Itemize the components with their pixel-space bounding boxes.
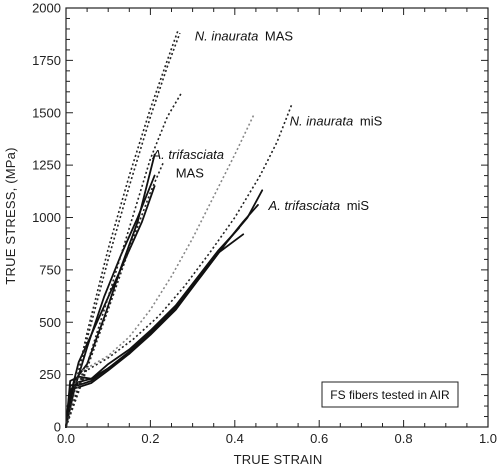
series-lines [65,30,293,428]
solid-curve-2 [65,185,156,428]
solid-curve-6 [65,227,240,428]
y-tick-label: 2000 [32,1,61,16]
axis-ticks [65,7,489,428]
dotted-curve-12 [65,104,293,428]
curve-annotation: A. trifasciata miS [268,198,370,213]
dotted-curve-7 [65,30,179,428]
x-axis-title: TRUE STRAIN [234,452,323,467]
dotted-curve-8 [65,32,181,428]
x-tick-label: 0.8 [395,431,413,446]
x-tick-label: 0.4 [226,431,244,446]
legend-box-frame [321,381,459,408]
y-tick-label: 0 [54,420,61,435]
curve-annotation: N. inaurata MAS [195,28,294,43]
y-tick-label: 1000 [32,210,61,225]
x-tick-label: 0.6 [310,431,328,446]
y-tick-label: 500 [39,315,61,330]
y-tick-label: 250 [39,367,61,382]
y-tick-label: 1250 [32,158,61,173]
x-tick-label: 0.2 [141,431,159,446]
tick-labels: 0.0 0.2 0.4 0.6 0.8 1.0 0 250 500 750 1000 1250 1500… [32,1,497,447]
plot-area-frame [65,7,489,428]
legend-box: FS fibers tested in AIR [321,381,459,408]
annotation-silk-type: miS [343,198,369,213]
y-tick-label: 1500 [32,105,61,120]
legend-box-text: FS fibers tested in AIR [330,388,450,402]
annotation-species: A. trifasciata [152,147,225,162]
y-tick-label: 1750 [32,53,61,68]
annotation-silk-type: MAS [176,166,205,181]
y-tick-label: 750 [39,262,61,277]
dotted-curve-9 [65,91,183,428]
annotation-species: N. inaurata [195,28,259,43]
curve-annotation: N. inaurata miS [290,113,383,128]
annotation-silk-type: MAS [261,28,293,43]
annotation-silk-type: miS [356,113,382,128]
annotation-species: A. trifasciata [268,198,341,213]
annotation-species: N. inaurata [290,113,354,128]
y-axis-title: TRUE STRESS, (MPa) [3,147,18,284]
solid-curve-5 [65,233,245,428]
curve-annotation: A. trifasciata [152,147,225,162]
dotted-curve-11 [65,114,255,428]
curve-annotation: MAS [176,166,205,181]
x-tick-label: 0.0 [57,431,75,446]
x-tick-label: 1.0 [479,431,497,446]
